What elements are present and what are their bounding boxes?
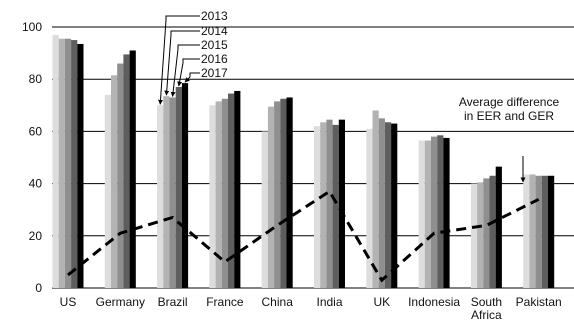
bar-2013-1 bbox=[104, 94, 111, 288]
bar-2016-5 bbox=[332, 124, 339, 288]
bar-2015-8 bbox=[483, 178, 490, 288]
bar-2013-3 bbox=[209, 105, 216, 288]
bar-2015-9 bbox=[535, 175, 542, 288]
legend-leader-2013 bbox=[165, 15, 200, 20]
category-label: Pakistan bbox=[516, 295, 562, 309]
bar-2017-1 bbox=[129, 50, 136, 288]
annotation-text: in EER and GER bbox=[464, 109, 554, 123]
bar-2017-7 bbox=[443, 137, 450, 288]
bar-2015-5 bbox=[326, 119, 333, 288]
bar-2017-8 bbox=[495, 166, 502, 288]
bar-2015-6 bbox=[378, 118, 385, 288]
category-label: Africa bbox=[471, 308, 502, 322]
bar-2016-7 bbox=[437, 135, 444, 288]
bar-2013-6 bbox=[366, 128, 373, 288]
bar-2016-1 bbox=[123, 54, 130, 288]
bar-2016-9 bbox=[541, 175, 548, 288]
bar-2014-3 bbox=[215, 101, 222, 288]
bar-2015-2 bbox=[169, 97, 176, 288]
bar-2014-5 bbox=[320, 122, 327, 288]
legend-label-2017: 2017 bbox=[201, 66, 228, 80]
legend-label-2014: 2014 bbox=[201, 24, 228, 38]
annotation-text: Average difference bbox=[459, 95, 560, 109]
bar-2015-1 bbox=[117, 63, 124, 288]
category-labels: US Germany Brazil France China India UK Indones… bbox=[60, 295, 562, 322]
category-label: UK bbox=[373, 295, 390, 309]
bar-2016-6 bbox=[384, 122, 392, 288]
bars bbox=[52, 34, 555, 289]
bar-2016-8 bbox=[489, 175, 496, 288]
category-label: China bbox=[262, 295, 294, 309]
legend-leader-2016 bbox=[182, 58, 200, 63]
bar-2013-4 bbox=[261, 131, 268, 288]
bar-2016-4 bbox=[280, 98, 287, 289]
bar-2014-7 bbox=[424, 140, 431, 288]
difference-line-path bbox=[67, 189, 540, 283]
y-tick-label: 80 bbox=[29, 72, 43, 86]
bar-2017-5 bbox=[338, 119, 345, 288]
category-label: US bbox=[60, 295, 77, 309]
legend-leader-2015 bbox=[177, 44, 200, 49]
category-label: India bbox=[316, 295, 342, 309]
bar-2013-2 bbox=[157, 105, 164, 288]
category-label: Indonesia bbox=[408, 295, 460, 309]
bar-2015-4 bbox=[274, 101, 281, 288]
bar-2014-9 bbox=[529, 174, 536, 288]
bar-2017-2 bbox=[181, 83, 189, 289]
y-tick-label: 100 bbox=[22, 20, 42, 34]
bar-2017-0 bbox=[77, 43, 84, 289]
legend-arrow-2015 bbox=[170, 48, 179, 97]
legend-label-2013: 2013 bbox=[201, 9, 228, 23]
bar-2013-7 bbox=[418, 140, 425, 288]
bar-2015-7 bbox=[431, 136, 438, 288]
legend-arrow-2017 bbox=[184, 76, 191, 83]
bar-2014-6 bbox=[372, 110, 379, 289]
bar-2017-6 bbox=[391, 123, 398, 288]
legend-label-2015: 2015 bbox=[201, 38, 228, 52]
bar-2013-0 bbox=[52, 34, 59, 288]
category-label: Germany bbox=[96, 295, 145, 309]
legend-arrow-2013 bbox=[158, 19, 167, 105]
y-axis-ticks: 0 20 40 60 80 100 bbox=[22, 20, 42, 295]
legend-leader-2017 bbox=[189, 72, 200, 77]
difference-line bbox=[67, 189, 540, 283]
bar-2017-4 bbox=[286, 97, 293, 288]
category-label: Brazil bbox=[158, 295, 188, 309]
bar-2017-9 bbox=[548, 175, 555, 288]
category-label: South bbox=[471, 295, 502, 309]
y-tick-label: 60 bbox=[29, 124, 43, 138]
bar-2015-0 bbox=[64, 38, 72, 289]
legend-arrow-2016 bbox=[177, 62, 184, 87]
y-tick-label: 40 bbox=[29, 177, 43, 191]
bar-2015-3 bbox=[221, 98, 228, 289]
bar-2017-3 bbox=[234, 90, 241, 288]
bar-2014-1 bbox=[111, 75, 118, 288]
bar-2013-5 bbox=[314, 126, 321, 289]
legend-leader-2014 bbox=[170, 30, 200, 35]
y-tick-label: 20 bbox=[29, 229, 43, 243]
bar-2014-2 bbox=[163, 96, 170, 288]
bar-2014-0 bbox=[58, 38, 65, 289]
bar-2016-3 bbox=[228, 93, 235, 289]
legend-arrow-2014 bbox=[164, 34, 172, 96]
y-tick-label: 0 bbox=[35, 281, 42, 295]
bar-2016-2 bbox=[175, 87, 182, 288]
bar-2014-4 bbox=[267, 106, 275, 288]
bar-2013-8 bbox=[470, 183, 478, 288]
bar-2013-9 bbox=[523, 174, 530, 288]
category-label: France bbox=[206, 295, 244, 309]
legend-label-2016: 2016 bbox=[201, 52, 228, 66]
bar-2016-0 bbox=[71, 40, 78, 288]
bar-2014-8 bbox=[477, 182, 484, 288]
